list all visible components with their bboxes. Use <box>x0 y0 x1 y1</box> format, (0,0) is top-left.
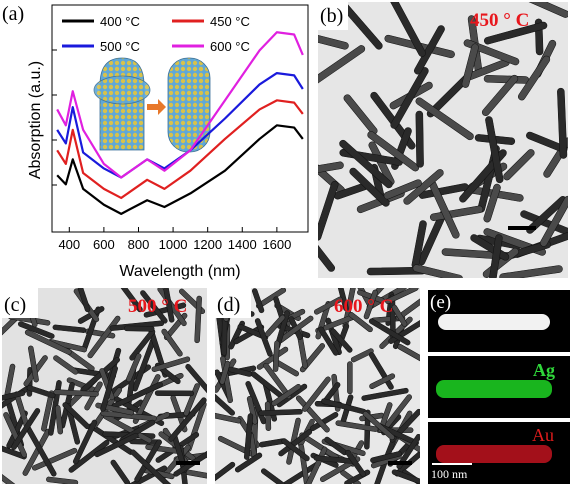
nanorod <box>416 111 424 168</box>
x-tick-label: 1200 <box>193 237 222 252</box>
scale-bar <box>432 463 472 465</box>
ag-rod <box>436 380 552 398</box>
inset-illustration <box>94 58 210 152</box>
page: {"chart_data": {"type": "line", "label":… <box>0 0 570 484</box>
scale-label: 100 nm <box>431 467 468 481</box>
x-tick-label: 400 <box>58 237 80 252</box>
nanorod <box>347 362 352 394</box>
scale-bar <box>388 461 412 465</box>
legend-label: 400 °C <box>100 14 140 29</box>
y-axis-label: Absorption (a.u.) <box>27 61 44 179</box>
legend-label: 500 °C <box>100 39 140 54</box>
x-tick-label: 1400 <box>228 237 257 252</box>
panel-label: (b) <box>320 5 343 27</box>
x-tick-label: 1600 <box>262 237 291 252</box>
x-tick-label: 1000 <box>159 237 188 252</box>
nanorod <box>124 326 154 332</box>
scale-bar <box>508 226 536 230</box>
annotation: 500 ° C <box>128 296 187 317</box>
nanorod <box>265 401 271 430</box>
panel-label: (d) <box>217 294 240 316</box>
nanorod <box>155 391 194 396</box>
scale-bar <box>176 461 200 465</box>
annotation: 600 ° C <box>334 296 393 317</box>
tem-image <box>318 2 568 278</box>
au-rod <box>436 445 552 463</box>
x-tick-label: 800 <box>128 237 150 252</box>
panel-label: (c) <box>4 294 26 316</box>
legend-label: 450 °C <box>210 14 250 29</box>
panel-label: (a) <box>2 3 24 25</box>
panel-label: (e) <box>430 292 451 313</box>
x-axis-label: Wavelength (nm) <box>119 263 240 280</box>
nanorod <box>438 314 550 330</box>
legend-label: 600 °C <box>210 39 250 54</box>
element-label: Au <box>532 425 554 445</box>
annotation: 450 ° C <box>470 10 529 31</box>
figure: (a) Wavelength (nm) Absorption (a.u.) (b… <box>0 0 570 484</box>
x-tick-label: 600 <box>93 237 115 252</box>
element-label: Ag <box>533 360 555 380</box>
